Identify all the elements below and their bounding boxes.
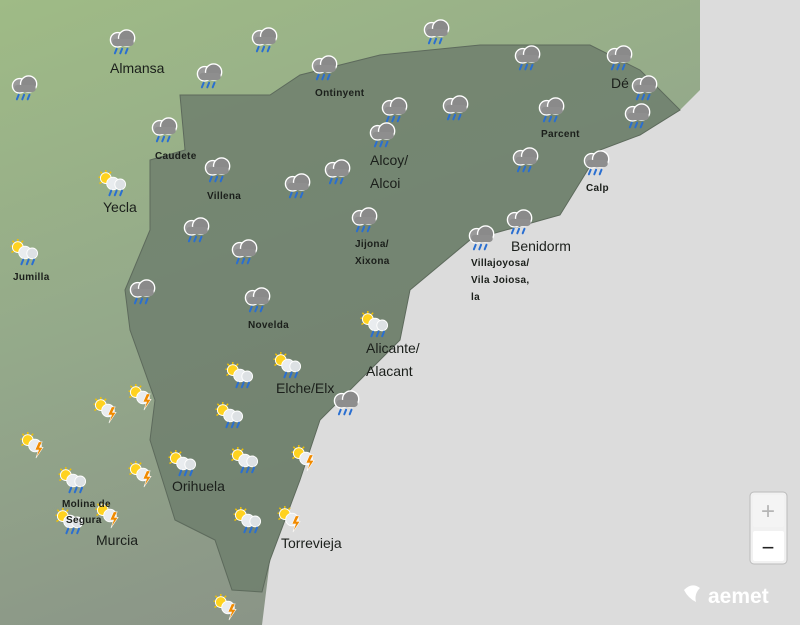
- place-label: Jumilla: [13, 272, 50, 283]
- place-label: Torrevieja: [281, 535, 342, 551]
- place-label: Villena: [207, 191, 241, 202]
- place-label: Vila Joiosa,: [471, 275, 529, 286]
- zoom-in[interactable]: [753, 495, 784, 527]
- place-label: Xixona: [355, 256, 390, 267]
- place-label: Alcoi: [370, 175, 400, 191]
- place-label: Villajoyosa/: [471, 258, 529, 269]
- place-label: Elche/Elx: [276, 380, 334, 396]
- place-label: Parcent: [541, 129, 580, 140]
- place-label: Alicante/: [366, 340, 420, 356]
- logo-text: aemet: [708, 585, 769, 608]
- place-label: Caudete: [155, 151, 197, 162]
- place-label: Ontinyent: [315, 88, 365, 99]
- place-label: Segura: [66, 515, 102, 526]
- place-label: Orihuela: [172, 478, 225, 494]
- place-label: Yecla: [103, 199, 137, 215]
- place-label: Jijona/: [355, 239, 389, 250]
- zoom-control: + −: [749, 491, 788, 565]
- place-label: Benidorm: [511, 238, 571, 254]
- place-label: Calp: [586, 183, 609, 194]
- place-label: Dé: [611, 75, 629, 91]
- place-labels: Almansa Ontinyent Caudete Villena Yecla …: [13, 60, 629, 551]
- place-label: Alacant: [366, 363, 413, 379]
- place-label: Molina de: [62, 499, 111, 510]
- place-label: Novelda: [248, 320, 289, 331]
- place-label: Almansa: [110, 60, 165, 76]
- logo: aemet: [684, 585, 769, 608]
- place-label: Alcoy/: [370, 152, 408, 168]
- place-label: Murcia: [96, 532, 138, 548]
- logo-mark: [684, 585, 700, 602]
- zoom-out-label[interactable]: −: [762, 535, 775, 560]
- zoom-out[interactable]: [753, 531, 784, 561]
- place-label: la: [471, 292, 480, 303]
- zoom-in-label[interactable]: +: [761, 498, 775, 525]
